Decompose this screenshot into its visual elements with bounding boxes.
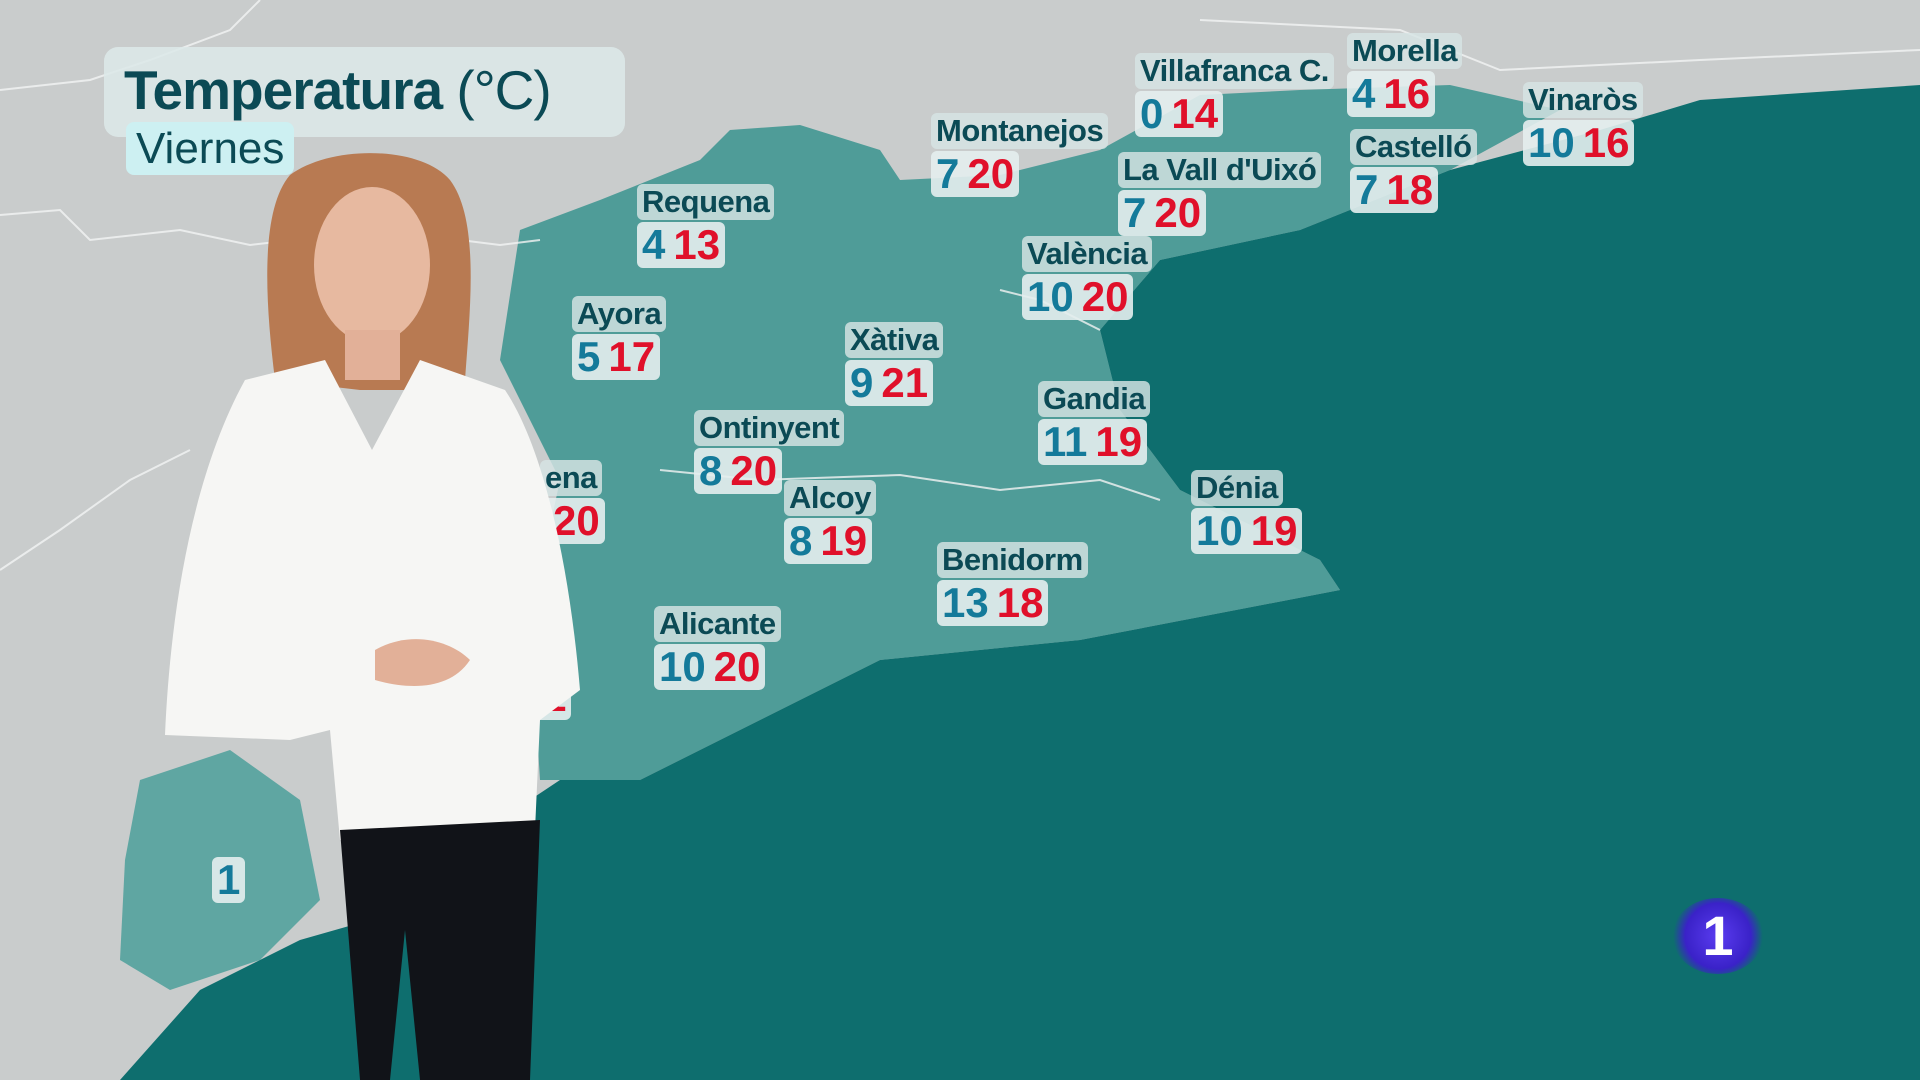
- temp-low: 9: [850, 359, 874, 406]
- city-temps: 7 20: [1118, 189, 1207, 236]
- city-name: Xàtiva: [845, 322, 944, 358]
- temp-high: 16: [1383, 70, 1431, 117]
- temp-high: 14: [1171, 90, 1219, 137]
- city-temps: 10 19: [1191, 507, 1303, 554]
- city-name: Benidorm: [937, 542, 1088, 578]
- city-temps: 10 20: [1022, 273, 1134, 320]
- temp-low: 8: [699, 447, 723, 494]
- city-temps: 8 19: [784, 517, 873, 564]
- temp-low: 13: [942, 579, 989, 626]
- temp-high: 19: [1250, 507, 1298, 554]
- presenter-neck: [345, 330, 400, 380]
- city-ontinyent: Ontinyent 8 20: [694, 410, 845, 494]
- sea: [120, 85, 1920, 1080]
- city-gandia: Gandia 11 19: [1038, 381, 1151, 465]
- city-name: ena: [540, 460, 602, 496]
- city-temps: 1: [212, 856, 246, 903]
- city-partial-3: 1: [212, 855, 246, 903]
- city-temps: 0 14: [1135, 90, 1224, 137]
- city-alicante: Alicante 10 20: [654, 606, 781, 690]
- temp-high: 13: [673, 221, 721, 268]
- city-temps: 10 16: [1523, 119, 1635, 166]
- city-temps: 7 18: [1350, 166, 1439, 213]
- city-name: Morella: [1347, 33, 1463, 69]
- city-name: Requena: [637, 184, 775, 220]
- city-temps: 7 20: [931, 150, 1020, 197]
- city-name: Ontinyent: [694, 410, 845, 446]
- temp-high: 20: [553, 497, 600, 544]
- temp-low: 1: [217, 856, 241, 903]
- city-name: Montanejos: [931, 113, 1109, 149]
- city-name: València: [1022, 236, 1153, 272]
- presenter-hands: [375, 639, 470, 686]
- city-name: Alcoy: [784, 480, 876, 516]
- city-denia: Dénia 10 19: [1191, 470, 1303, 554]
- city-name: Castelló: [1350, 129, 1477, 165]
- city-name: Alicante: [654, 606, 781, 642]
- city-temps: 13 18: [937, 579, 1049, 626]
- city-temps: 8 20: [694, 447, 783, 494]
- city-morella: Morella 4 16: [1347, 33, 1463, 117]
- temp-low: 10: [1027, 273, 1074, 320]
- temp-high: 19: [820, 517, 868, 564]
- temp-high: 20: [967, 150, 1015, 197]
- day-label: Viernes: [126, 122, 295, 175]
- temp-low: 4: [1352, 70, 1376, 117]
- city-name: La Vall d'Uixó: [1118, 152, 1322, 188]
- city-temps: 11 19: [1038, 418, 1148, 465]
- city-benidorm: Benidorm 13 18: [937, 542, 1088, 626]
- temp-low: 0: [1140, 90, 1164, 137]
- temp-high: 16: [1582, 119, 1630, 166]
- city-name: Vinaròs: [1523, 82, 1643, 118]
- city-montanejos: Montanejos 7 20: [931, 113, 1109, 197]
- city-name: Dénia: [1191, 470, 1283, 506]
- city-name: Ayora: [572, 296, 667, 332]
- presenter-blouse: [165, 360, 580, 845]
- presenter-pants: [340, 820, 540, 1080]
- city-temps: 10 20: [654, 643, 766, 690]
- presenter-face: [314, 187, 430, 343]
- temp-high: 20: [730, 447, 778, 494]
- city-alcoy: Alcoy 8 19: [784, 480, 876, 564]
- city-xativa: Xàtiva 9 21: [845, 322, 944, 406]
- temp-high: 20: [1081, 273, 1129, 320]
- city-la-vall-duixo: La Vall d'Uixó 7 20: [1118, 152, 1322, 236]
- city-name: Villafranca C.: [1135, 53, 1334, 89]
- title-text: Temperatura: [124, 59, 443, 121]
- city-temps: 5 17: [572, 333, 661, 380]
- temp-high: 18: [1386, 166, 1434, 213]
- city-valencia: València 10 20: [1022, 236, 1153, 320]
- temp-low: 7: [1123, 189, 1147, 236]
- temp-high: 17: [608, 333, 656, 380]
- page-title: Temperatura (°C): [124, 58, 552, 122]
- city-requena: Requena 4 13: [637, 184, 775, 268]
- temp-low: 5: [577, 333, 601, 380]
- temp-high: 18: [996, 579, 1044, 626]
- presenter: [165, 153, 580, 1080]
- temp-low: 10: [1196, 507, 1243, 554]
- city-temps: 4 13: [637, 221, 726, 268]
- city-name: Gandia: [1038, 381, 1151, 417]
- temp-low: 10: [1528, 119, 1575, 166]
- temp-high: 21: [881, 359, 929, 406]
- tve1-logo: 1: [1672, 898, 1764, 974]
- temp-low: 7: [1355, 166, 1379, 213]
- temp-low: 11: [1043, 418, 1088, 465]
- city-temps: 4 16: [1347, 70, 1436, 117]
- city-villafranca: Villafranca C. 0 14: [1135, 53, 1334, 137]
- temp-high: 20: [713, 643, 761, 690]
- temp-low: 4: [642, 221, 666, 268]
- temp-high: 19: [1095, 418, 1143, 465]
- temp-low: 8: [789, 517, 813, 564]
- city-ayora: Ayora 5 17: [572, 296, 667, 380]
- city-castello: Castelló 7 18: [1350, 129, 1477, 213]
- city-temps: 9 21: [845, 359, 934, 406]
- temp-low: 7: [936, 150, 960, 197]
- title-unit: (°C): [456, 59, 551, 121]
- temp-high: 20: [1154, 189, 1202, 236]
- temp-low: 10: [659, 643, 706, 690]
- city-vinaros: Vinaròs 10 16: [1523, 82, 1643, 166]
